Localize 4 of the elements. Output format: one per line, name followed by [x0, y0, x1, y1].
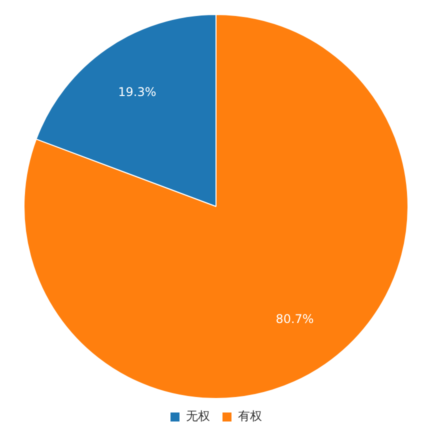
data-label: 19.3% [118, 85, 156, 100]
data-label: 80.7% [276, 312, 314, 326]
legend-label: 有权 [238, 409, 262, 424]
legend-label: 无权 [186, 409, 210, 424]
